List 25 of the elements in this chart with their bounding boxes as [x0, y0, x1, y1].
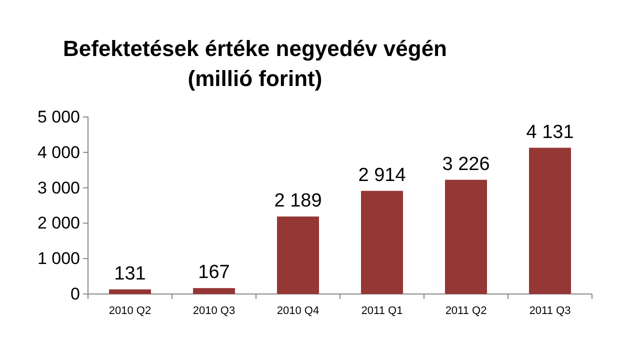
y-tick-label: 0: [70, 284, 80, 304]
data-label: 167: [198, 262, 230, 284]
bar: [109, 289, 151, 294]
data-label: 3 226: [442, 154, 490, 175]
bar: [193, 288, 235, 294]
bar: [445, 180, 487, 294]
x-tick-label: 2010 Q3: [192, 304, 236, 317]
bar: [277, 216, 319, 294]
y-tick-label: 1 000: [37, 249, 80, 268]
y-tick-label: 3 000: [37, 178, 80, 198]
bar: [361, 190, 403, 294]
data-label: 131: [114, 263, 146, 284]
chart-title: Befektetések értéke negyedév végén (millió forint): [63, 36, 447, 91]
y-tick-label: 4 000: [37, 142, 80, 162]
data-label: 2 914: [358, 164, 406, 186]
x-tick-label: 2010 Q2: [108, 304, 152, 317]
y-tick-label: 5 000: [37, 107, 80, 126]
y-tick-label: 2 000: [37, 214, 80, 233]
x-tick-label: 2010 Q4: [276, 304, 320, 317]
data-label: 2 189: [274, 190, 322, 212]
x-tick-label: 2011 Q1: [361, 304, 403, 317]
bar: [529, 148, 571, 294]
x-tick-label: 2011 Q3: [529, 304, 571, 317]
data-label: 4 131: [526, 122, 574, 143]
x-tick-label: 2011 Q2: [445, 304, 487, 317]
